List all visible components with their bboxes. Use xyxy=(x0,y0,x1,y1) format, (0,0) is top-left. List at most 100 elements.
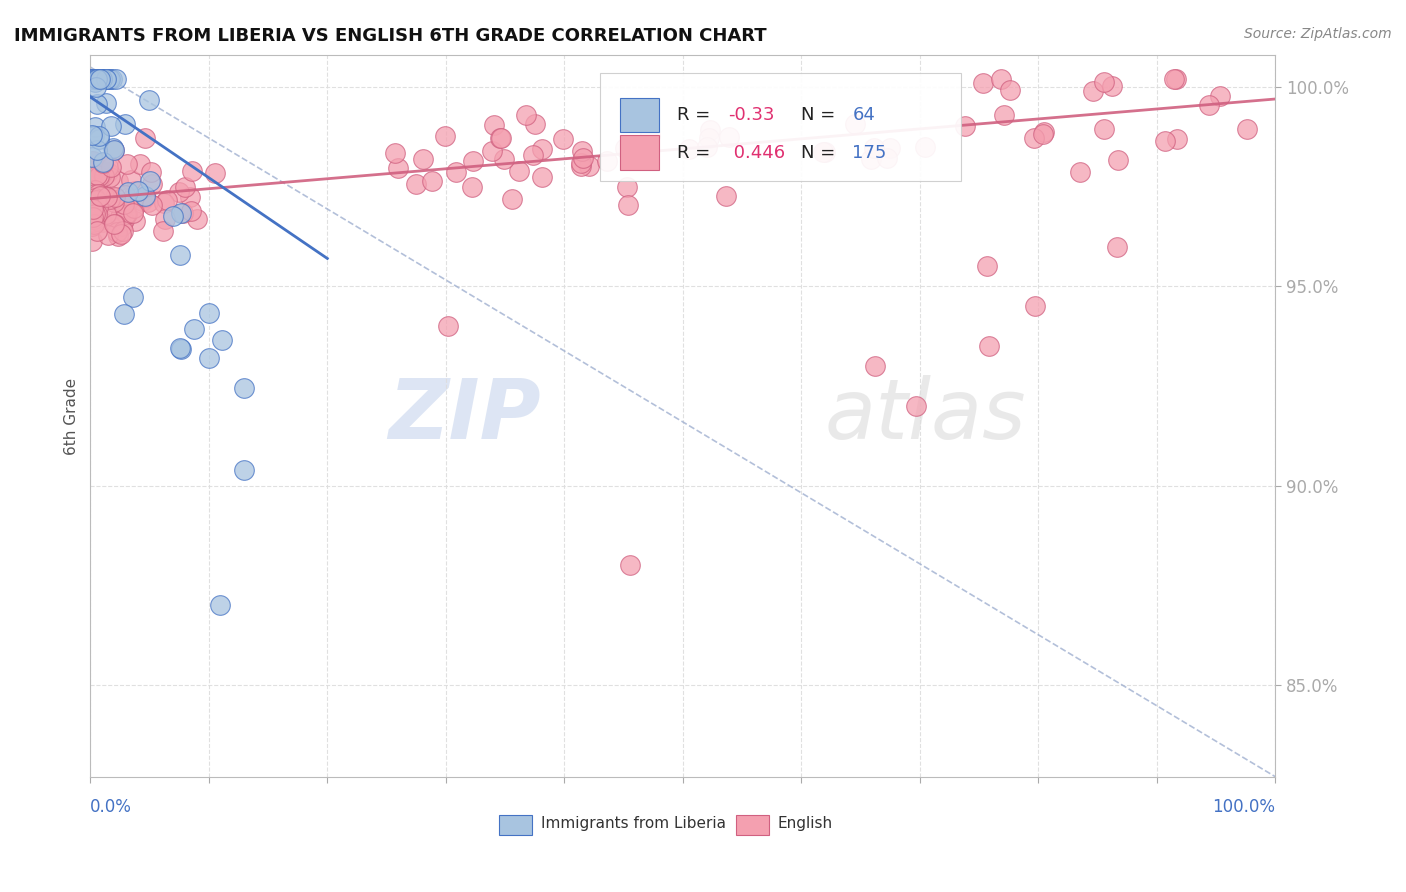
Point xyxy=(524,117,547,131)
Point xyxy=(82,72,104,87)
Point xyxy=(208,599,231,613)
Point xyxy=(197,351,219,365)
Point xyxy=(86,72,108,87)
Bar xyxy=(620,136,659,169)
Point xyxy=(1022,130,1045,145)
Point xyxy=(101,72,124,87)
Point xyxy=(84,194,107,208)
Point xyxy=(93,166,115,180)
Point xyxy=(100,192,122,206)
Point xyxy=(180,163,202,178)
Point xyxy=(501,193,523,207)
Point xyxy=(814,145,837,159)
Point xyxy=(89,72,111,87)
Point xyxy=(89,72,111,87)
Point xyxy=(87,187,110,202)
Point xyxy=(179,189,201,203)
Point xyxy=(82,183,104,197)
Point xyxy=(87,72,110,87)
Point xyxy=(80,206,103,220)
Point xyxy=(863,141,886,155)
Point xyxy=(83,212,105,227)
Point xyxy=(863,359,886,373)
Point xyxy=(876,152,898,166)
Point xyxy=(1081,84,1104,98)
Point xyxy=(87,188,110,202)
Point xyxy=(103,140,125,154)
Point xyxy=(434,129,457,144)
Point xyxy=(198,306,221,320)
Text: R =: R = xyxy=(676,144,716,161)
Point xyxy=(124,184,146,198)
Point xyxy=(461,180,484,194)
Point xyxy=(488,131,510,145)
Point xyxy=(444,165,467,179)
Point xyxy=(860,153,883,167)
Point xyxy=(138,174,160,188)
Point xyxy=(508,164,530,178)
Point xyxy=(955,120,977,134)
Point xyxy=(990,72,1012,87)
Point xyxy=(115,207,138,221)
Point xyxy=(699,123,721,137)
Text: IMMIGRANTS FROM LIBERIA VS ENGLISH 6TH GRADE CORRELATION CHART: IMMIGRANTS FROM LIBERIA VS ENGLISH 6TH G… xyxy=(14,27,766,45)
Point xyxy=(93,169,115,183)
Point xyxy=(136,194,159,209)
Point xyxy=(1069,165,1091,179)
Point xyxy=(1154,134,1177,148)
Point xyxy=(86,223,108,237)
Bar xyxy=(499,815,533,835)
Text: atlas: atlas xyxy=(825,376,1026,457)
Point xyxy=(914,140,936,154)
Point xyxy=(571,151,593,165)
Point xyxy=(571,144,593,158)
Point xyxy=(696,140,718,154)
Point xyxy=(83,188,105,202)
Point xyxy=(112,197,135,211)
Point xyxy=(91,72,114,87)
Point xyxy=(1164,72,1187,87)
Point xyxy=(595,153,617,168)
Point xyxy=(83,206,105,220)
Point xyxy=(117,194,139,208)
Point xyxy=(86,72,108,87)
Text: 0.0%: 0.0% xyxy=(90,798,132,816)
Point xyxy=(90,72,112,87)
Point xyxy=(1107,239,1129,253)
Point xyxy=(879,141,901,155)
Point xyxy=(80,176,103,190)
Point xyxy=(87,169,110,183)
Point xyxy=(114,207,136,221)
Point xyxy=(156,193,179,207)
Point xyxy=(233,463,256,477)
Point xyxy=(96,96,118,111)
Point xyxy=(972,76,994,90)
Point xyxy=(129,157,152,171)
Point xyxy=(107,174,129,188)
Point xyxy=(87,214,110,228)
Point xyxy=(89,189,111,203)
Point xyxy=(844,117,866,131)
Point xyxy=(174,180,197,194)
Point xyxy=(172,206,194,220)
Point xyxy=(420,174,443,188)
Point xyxy=(80,72,103,87)
Point xyxy=(204,165,226,179)
Point xyxy=(80,219,103,234)
Point xyxy=(170,206,193,220)
Point xyxy=(134,190,156,204)
Point xyxy=(90,72,112,87)
Point xyxy=(97,72,120,87)
Point xyxy=(1166,131,1188,145)
Point xyxy=(131,194,153,209)
Point xyxy=(616,179,638,194)
Point xyxy=(82,202,104,217)
Point xyxy=(84,187,107,202)
Point xyxy=(84,80,107,95)
Point xyxy=(90,72,112,87)
Point xyxy=(494,152,516,166)
Point xyxy=(80,72,103,87)
Point xyxy=(183,322,205,336)
Text: R =: R = xyxy=(676,106,716,124)
Point xyxy=(89,72,111,87)
